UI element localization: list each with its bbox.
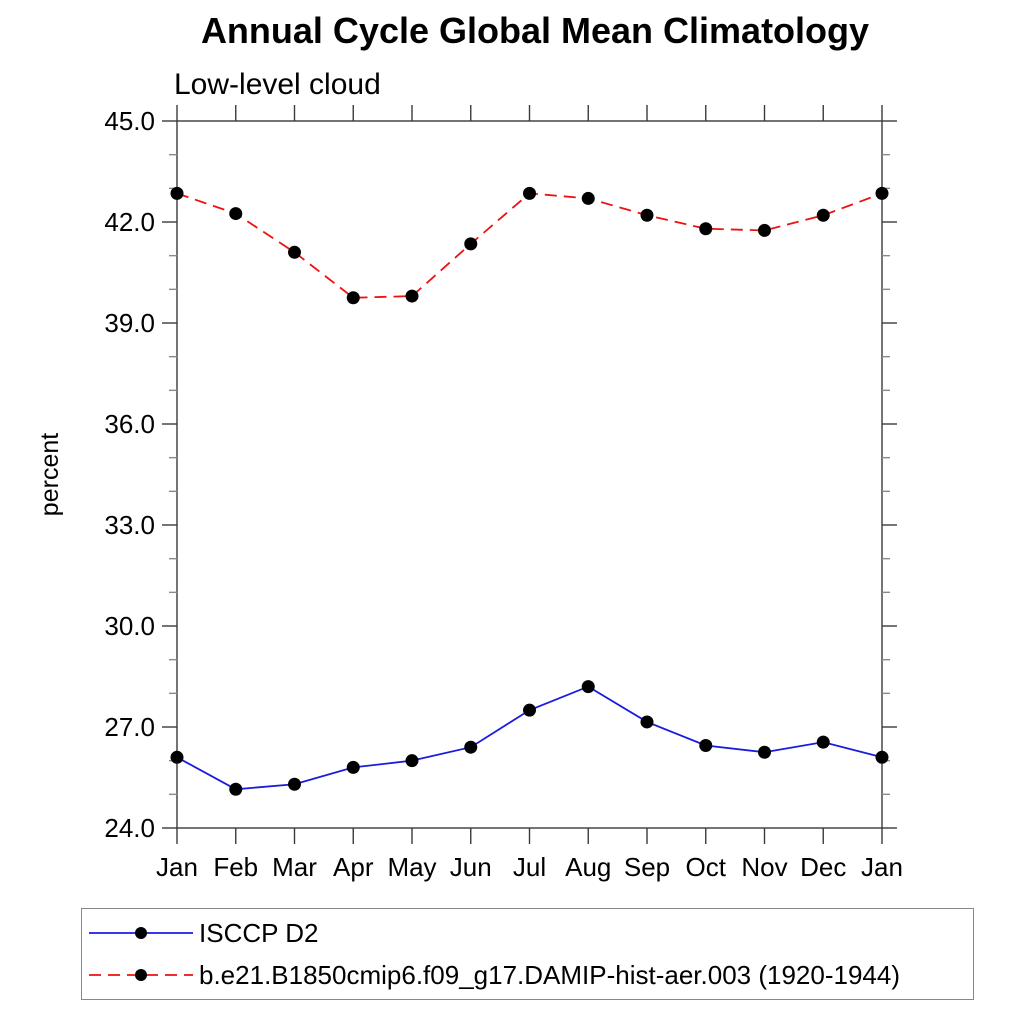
data-point-marker [640,208,654,222]
data-point-marker [581,680,595,694]
y-tick-label: 33.0 [104,510,155,540]
chart-title: Annual Cycle Global Mean Climatology [200,10,870,51]
data-point-marker [464,237,478,251]
y-tick-label: 30.0 [104,611,155,641]
data-point-marker [758,745,771,759]
data-point-marker [523,186,536,200]
legend-label-model-run: b.e21.B1850cmip6.f09_g17.DAMIP-hist-aer.… [199,959,900,990]
y-tick-label: 36.0 [104,409,155,439]
series-line-1 [176,192,883,299]
data-point-marker [699,739,713,753]
data-point-marker [170,186,184,200]
x-tick-label: Apr [333,852,374,882]
legend-sample-dashed-line-icon [89,969,193,981]
x-tick-label: Sep [624,852,670,882]
y-tick-label: 27.0 [104,712,155,742]
y-tick-label: 42.0 [104,207,155,237]
legend-label-isccp-d2: ISCCP D2 [199,917,319,948]
y-tick-label: 39.0 [104,308,155,338]
x-tick-label: Aug [565,852,611,882]
data-point-marker [464,740,478,754]
data-point-marker [405,289,419,303]
legend-item-isccp-d2: ISCCP D2 [87,912,973,954]
data-point-marker [640,715,654,729]
data-point-marker [523,703,536,717]
data-point-marker [288,777,301,791]
x-tick-label: Jul [513,852,546,882]
legend-item-model-run: b.e21.B1850cmip6.f09_g17.DAMIP-hist-aer.… [87,954,973,996]
chart-subtitle: Low-level cloud [174,68,381,101]
y-axis-title: percent [36,433,64,516]
data-point-marker [346,291,360,305]
x-tick-label: Jan [156,852,198,882]
data-point-marker [229,782,243,796]
data-point-marker [346,760,360,774]
x-tick-label: Jan [861,852,903,882]
data-point-marker [229,207,243,221]
data-point-marker [288,245,301,259]
x-tick-label: Mar [272,852,317,882]
x-tick-label: Nov [741,852,787,882]
x-tick-label: Dec [800,852,846,882]
data-point-marker [405,754,419,768]
y-tick-label: 24.0 [104,813,155,843]
data-point-marker [816,208,830,222]
data-point-marker [581,191,595,205]
x-tick-label: Jun [450,852,492,882]
data-point-marker [875,186,889,200]
y-tick-label: 45.0 [104,106,155,136]
data-point-marker [699,222,713,236]
x-tick-label: May [387,852,436,882]
legend-sample-solid-line-icon [89,927,193,939]
series-line-0 [176,685,883,791]
data-point-marker [816,735,830,749]
data-point-marker [758,223,771,237]
data-point-marker [875,750,889,764]
legend-box: ISCCP D2 b.e21.B1850cmip6.f09_g17.DAMIP-… [81,908,974,1000]
x-tick-label: Oct [686,852,727,882]
data-point-marker [170,750,184,764]
x-tick-label: Feb [213,852,258,882]
